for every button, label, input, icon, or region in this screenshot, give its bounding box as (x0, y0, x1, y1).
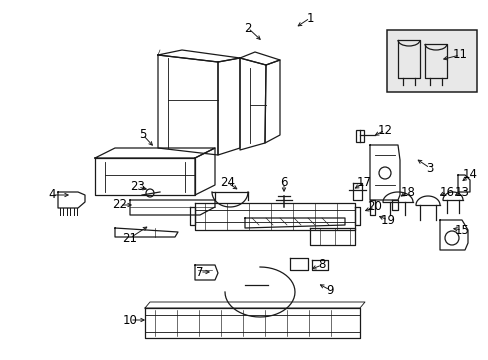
Text: 14: 14 (462, 168, 476, 181)
Text: 6: 6 (280, 176, 287, 189)
Text: 21: 21 (122, 231, 137, 244)
Text: 7: 7 (196, 266, 203, 279)
Text: 22: 22 (112, 198, 127, 211)
Text: 8: 8 (318, 258, 325, 271)
Text: 23: 23 (130, 180, 145, 194)
Text: 9: 9 (325, 284, 333, 297)
Text: 12: 12 (377, 123, 392, 136)
Bar (355, 130, 363, 142)
Text: 17: 17 (356, 176, 371, 189)
Bar (386, 30, 476, 92)
Text: 4: 4 (48, 189, 56, 202)
Text: 13: 13 (454, 185, 468, 198)
Text: 20: 20 (367, 201, 382, 213)
Text: 19: 19 (380, 213, 395, 226)
Text: 24: 24 (220, 176, 235, 189)
Text: 3: 3 (426, 162, 433, 175)
Text: 1: 1 (305, 12, 313, 24)
Text: 5: 5 (139, 129, 146, 141)
Text: 15: 15 (454, 224, 468, 237)
Text: 18: 18 (400, 185, 415, 198)
Text: 2: 2 (244, 22, 251, 35)
Text: 10: 10 (122, 314, 137, 327)
Text: 16: 16 (439, 185, 453, 198)
Text: 11: 11 (451, 49, 467, 62)
